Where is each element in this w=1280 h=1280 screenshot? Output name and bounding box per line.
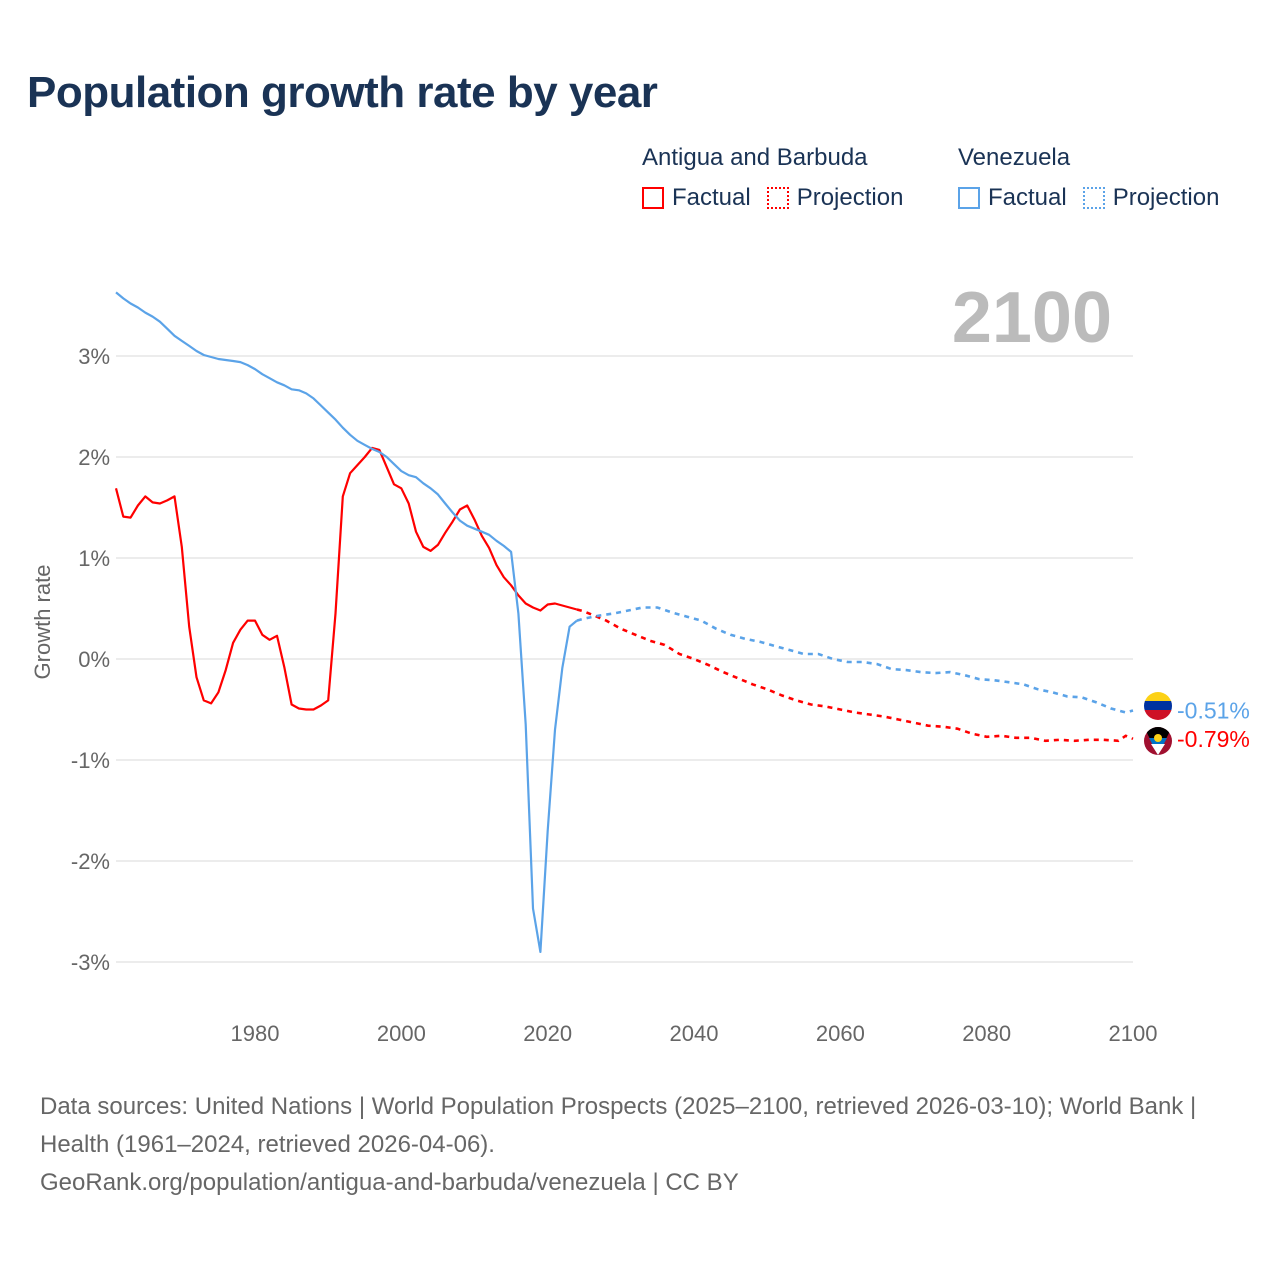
data-sources: Data sources: United Nations | World Pop… [40, 1093, 1197, 1158]
y-tick-label: -1% [71, 748, 110, 773]
series-line-factual [115, 291, 578, 954]
y-tick-label: -2% [71, 849, 110, 874]
series-line-projection [576, 606, 1134, 714]
x-tick-label: 2060 [816, 1021, 865, 1046]
end-value-label: -0.79% [1177, 726, 1250, 752]
legend-group-venezuela: Venezuela Factual Projection [958, 144, 1235, 212]
legend-label: Factual [672, 184, 751, 211]
footer: Data sources: United Nations | World Pop… [40, 1088, 1240, 1202]
year-label: 2100 [952, 278, 1112, 358]
y-tick-label: 0% [78, 647, 110, 672]
legend-swatch-solid [642, 187, 664, 209]
legend-item-factual[interactable]: Factual [642, 184, 751, 212]
legend-group-antigua: Antigua and Barbuda Factual Projection [642, 144, 919, 212]
y-tick-label: 1% [78, 546, 110, 571]
x-tick-label: 2000 [377, 1021, 426, 1046]
credit-link[interactable]: GeoRank.org/population/antigua-and-barbu… [40, 1169, 739, 1196]
chart-title: Population growth rate by year [27, 68, 658, 117]
y-axis-label: Growth rate [30, 565, 55, 680]
x-tick-label: 2100 [1109, 1021, 1158, 1046]
legend-item-factual[interactable]: Factual [958, 184, 1067, 212]
legend-label: Projection [1112, 184, 1220, 211]
y-tick-label: 2% [78, 445, 110, 470]
legend-country-name: Venezuela [958, 144, 1071, 171]
legend-item-projection[interactable]: Projection [766, 184, 904, 212]
series-line-projection [576, 608, 1134, 743]
legend-label: Projection [796, 184, 904, 211]
x-tick-label: 2020 [523, 1021, 572, 1046]
series-line-factual [114, 446, 578, 711]
venezuela-flag-icon [1144, 692, 1172, 720]
x-tick-label: 1980 [231, 1021, 280, 1046]
legend-swatch-solid [958, 187, 980, 209]
x-tick-label: 2080 [962, 1021, 1011, 1046]
end-value-label: -0.51% [1177, 698, 1250, 724]
legend-swatch-dotted [766, 187, 789, 209]
antigua-and-barbuda-flag-icon [1144, 727, 1172, 755]
y-tick-label: -3% [71, 950, 110, 975]
legend-item-projection[interactable]: Projection [1082, 184, 1220, 212]
legend-label: Factual [988, 184, 1067, 211]
legend-swatch-dotted [1082, 187, 1105, 209]
y-tick-label: 3% [78, 344, 110, 369]
x-tick-label: 2040 [670, 1021, 719, 1046]
legend-country-name: Antigua and Barbuda [642, 144, 868, 171]
